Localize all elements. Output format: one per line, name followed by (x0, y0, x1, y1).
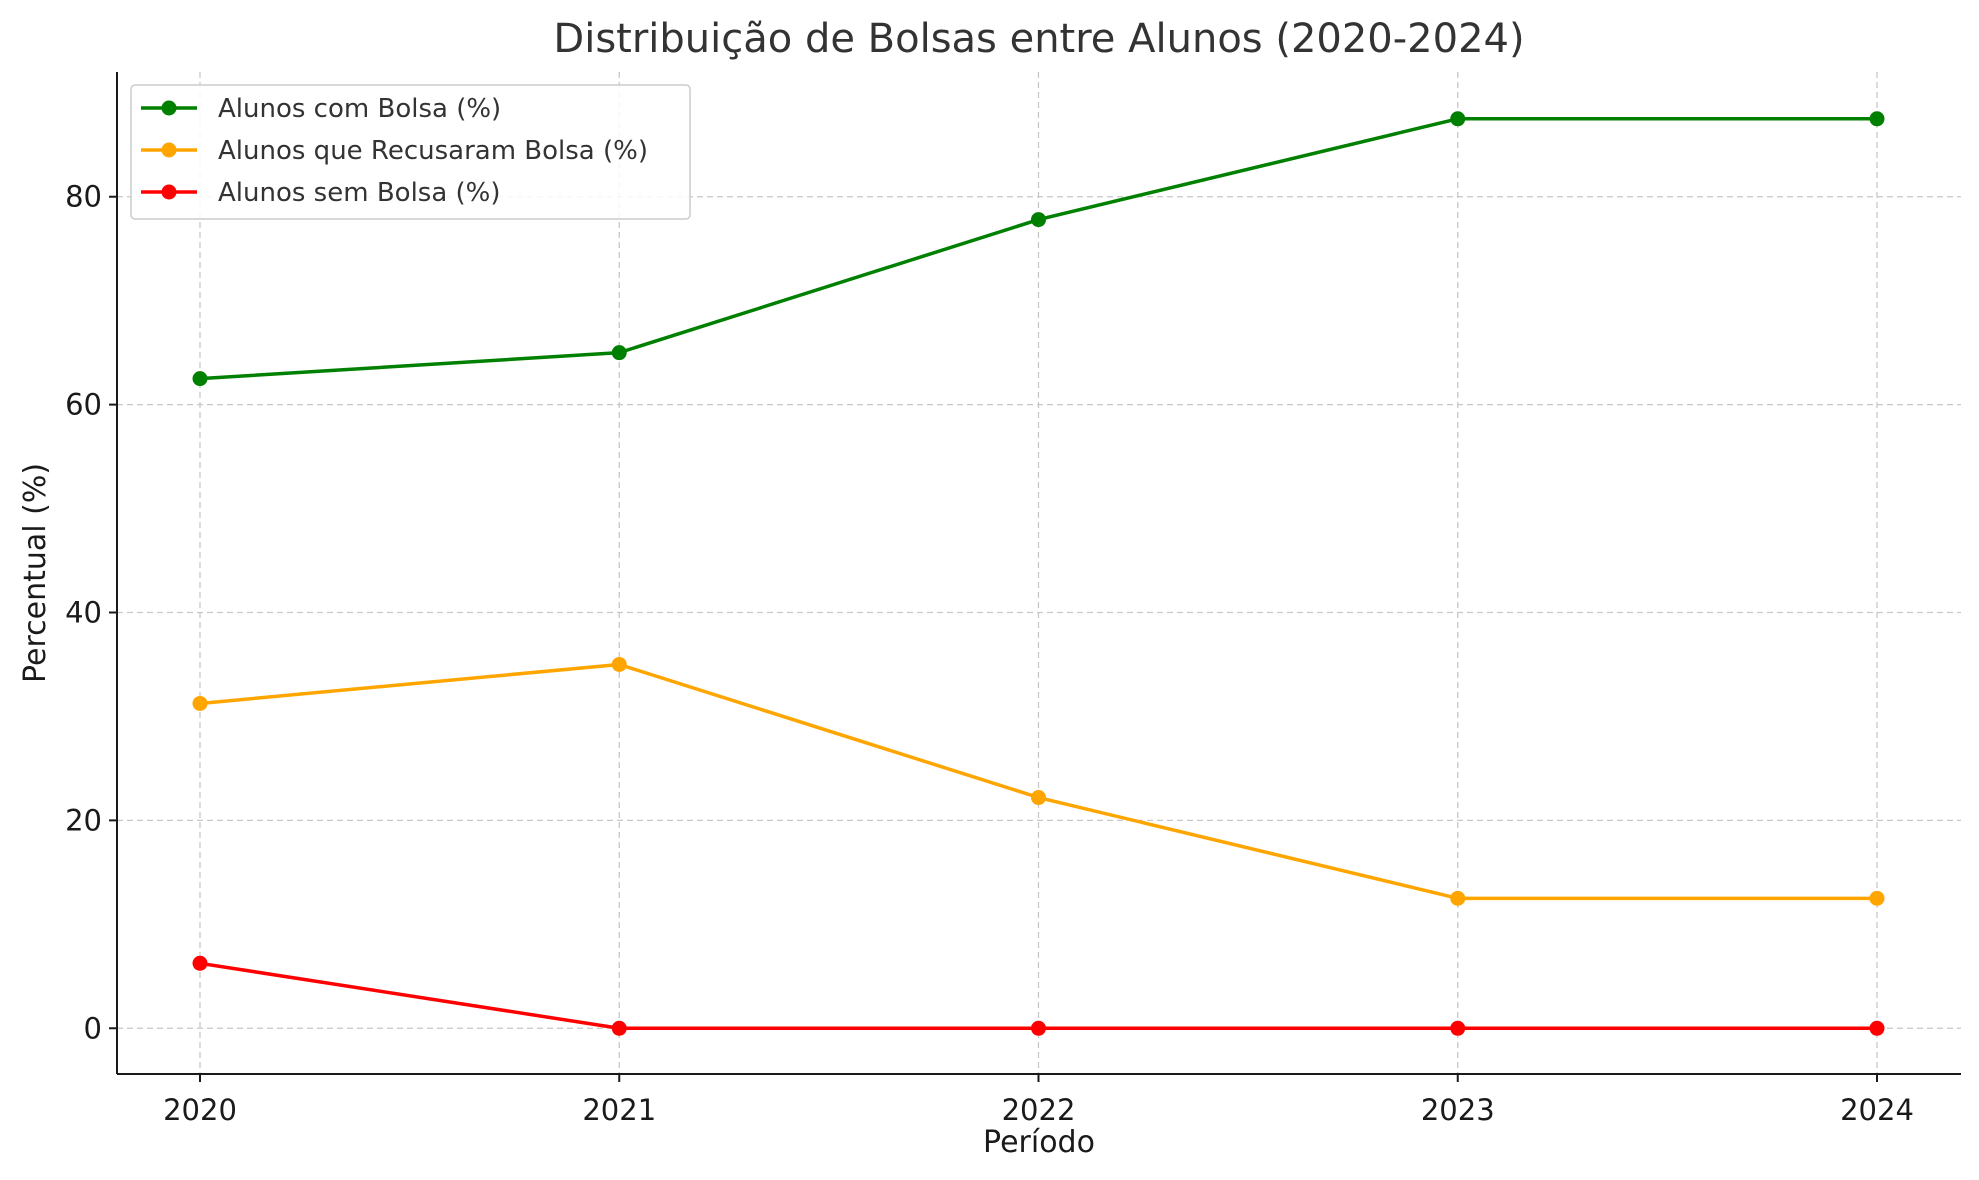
data-point (1031, 212, 1046, 228)
series-lines (192, 111, 1885, 1036)
data-point (611, 1020, 627, 1036)
series-1 (192, 111, 1885, 387)
y-tick-label: 20 (65, 803, 102, 837)
data-point (1031, 1020, 1046, 1036)
x-tick-label: 2022 (1002, 1093, 1076, 1127)
axes: 2020 2021 2022 2023 2024 0 20 40 60 80 (65, 72, 1961, 1127)
x-tick-label: 2020 (163, 1093, 237, 1127)
chart-title: Distribuição de Bolsas entre Alunos (202… (553, 16, 1524, 62)
legend-marker (161, 184, 177, 200)
data-point (192, 695, 208, 711)
series-3 (192, 955, 1885, 1036)
x-tick-label: 2024 (1840, 1093, 1914, 1127)
y-axis-label: Percentual (%) (18, 463, 53, 683)
data-point (611, 656, 627, 672)
data-point (1869, 1020, 1885, 1036)
y-tick-label: 80 (65, 180, 102, 214)
x-tick-label: 2021 (582, 1093, 656, 1127)
data-point (611, 345, 627, 361)
legend: Alunos com Bolsa (%) Alunos que Recusaram… (130, 84, 691, 220)
data-point (1450, 1020, 1466, 1036)
data-point (1869, 111, 1885, 127)
data-point (192, 955, 208, 971)
legend-label: Alunos que Recusaram Bolsa (%) (218, 136, 648, 166)
legend-entry: Alunos sem Bolsa (%) (141, 178, 501, 208)
series-2 (192, 656, 1885, 906)
x-axis-label: Período (983, 1125, 1095, 1160)
legend-entry: Alunos que Recusaram Bolsa (%) (141, 136, 648, 166)
legend-marker (161, 142, 177, 158)
legend-box (130, 84, 691, 220)
y-tick-label: 60 (65, 388, 102, 422)
legend-label: Alunos sem Bolsa (%) (218, 178, 501, 208)
legend-marker (161, 100, 177, 116)
data-point (1031, 790, 1046, 806)
data-point (1869, 890, 1885, 906)
data-point (192, 371, 208, 387)
legend-label: Alunos com Bolsa (%) (218, 94, 501, 124)
data-point (1450, 111, 1466, 127)
y-tick-label: 40 (65, 595, 102, 629)
y-tick-label: 0 (84, 1011, 102, 1045)
legend-entry: Alunos com Bolsa (%) (141, 94, 501, 124)
data-point (1450, 890, 1466, 906)
x-tick-label: 2023 (1421, 1093, 1495, 1127)
